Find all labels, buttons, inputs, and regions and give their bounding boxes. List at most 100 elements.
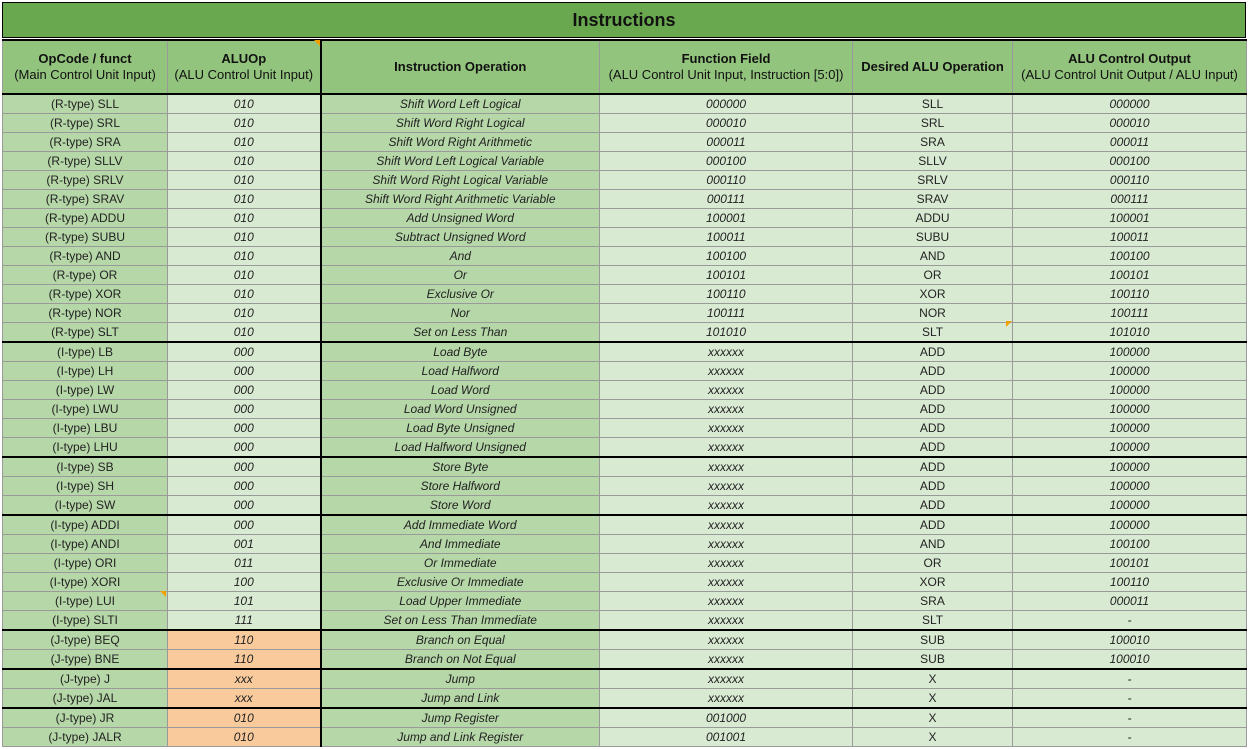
cell-aluop[interactable]: 010 (167, 707, 322, 728)
cell-desired-alu-operation[interactable]: ADD (852, 456, 1013, 477)
cell-aluop[interactable]: 001 (167, 534, 322, 554)
cell-instruction-operation[interactable]: Jump (320, 668, 600, 689)
cell-aluop[interactable]: 010 (167, 93, 322, 114)
cell-desired-alu-operation[interactable]: SLT (852, 322, 1013, 343)
header-function-field[interactable]: Function Field (ALU Control Unit Input, … (599, 39, 853, 95)
cell-instruction-operation[interactable]: Store Halfword (320, 476, 600, 496)
cell-alu-control-output[interactable]: 101010 (1012, 322, 1247, 343)
cell-alu-control-output[interactable]: 100011 (1012, 227, 1247, 247)
cell-aluop[interactable]: 010 (167, 208, 322, 228)
cell-function-field[interactable]: xxxxxx (599, 553, 853, 573)
header-alu-control-output[interactable]: ALU Control Output (ALU Control Unit Out… (1012, 39, 1247, 95)
cell-aluop[interactable]: 000 (167, 456, 322, 477)
cell-desired-alu-operation[interactable]: ADD (852, 437, 1013, 458)
cell-function-field[interactable]: xxxxxx (599, 380, 853, 400)
cell-instruction-operation[interactable]: Branch on Not Equal (320, 649, 600, 670)
cell-opcode[interactable]: (R-type) OR (2, 265, 168, 285)
cell-alu-control-output[interactable]: 100010 (1012, 649, 1247, 670)
cell-instruction-operation[interactable]: Load Word (320, 380, 600, 400)
cell-opcode[interactable]: (R-type) SLL (2, 93, 168, 114)
cell-opcode[interactable]: (R-type) NOR (2, 303, 168, 323)
cell-opcode[interactable]: (J-type) J (2, 668, 168, 689)
cell-alu-control-output[interactable]: 100000 (1012, 437, 1247, 458)
cell-desired-alu-operation[interactable]: SUB (852, 649, 1013, 670)
cell-function-field[interactable]: 000100 (599, 151, 853, 171)
cell-instruction-operation[interactable]: And (320, 246, 600, 266)
cell-opcode[interactable]: (I-type) LB (2, 341, 168, 362)
cell-alu-control-output[interactable]: 000100 (1012, 151, 1247, 171)
cell-desired-alu-operation[interactable]: AND (852, 246, 1013, 266)
cell-function-field[interactable]: xxxxxx (599, 591, 853, 611)
cell-alu-control-output[interactable]: 100110 (1012, 572, 1247, 592)
cell-opcode[interactable]: (I-type) SH (2, 476, 168, 496)
cell-desired-alu-operation[interactable]: SLLV (852, 151, 1013, 171)
cell-aluop[interactable]: 000 (167, 437, 322, 458)
cell-opcode[interactable]: (R-type) ADDU (2, 208, 168, 228)
cell-aluop[interactable]: 010 (167, 246, 322, 266)
cell-desired-alu-operation[interactable]: ADD (852, 418, 1013, 438)
cell-instruction-operation[interactable]: Branch on Equal (320, 629, 600, 650)
header-instruction-operation[interactable]: Instruction Operation (320, 39, 600, 95)
comment-indicator-icon[interactable] (314, 40, 320, 46)
cell-aluop[interactable]: 110 (167, 629, 322, 650)
cell-instruction-operation[interactable]: Load Halfword (320, 361, 600, 381)
cell-desired-alu-operation[interactable]: SLT (852, 610, 1013, 631)
cell-instruction-operation[interactable]: Jump and Link (320, 688, 600, 709)
cell-opcode[interactable]: (I-type) LBU (2, 418, 168, 438)
cell-aluop[interactable]: 000 (167, 380, 322, 400)
cell-alu-control-output[interactable]: 000111 (1012, 189, 1247, 209)
cell-desired-alu-operation[interactable]: XOR (852, 572, 1013, 592)
cell-aluop[interactable]: xxx (167, 688, 322, 709)
cell-function-field[interactable]: 001000 (599, 707, 853, 728)
cell-alu-control-output[interactable]: 100000 (1012, 456, 1247, 477)
cell-function-field[interactable]: 100111 (599, 303, 853, 323)
cell-alu-control-output[interactable]: 100000 (1012, 476, 1247, 496)
cell-desired-alu-operation[interactable]: SLL (852, 93, 1013, 114)
cell-opcode[interactable]: (R-type) SLT (2, 322, 168, 343)
cell-alu-control-output[interactable]: 100000 (1012, 380, 1247, 400)
cell-function-field[interactable]: xxxxxx (599, 668, 853, 689)
cell-desired-alu-operation[interactable]: OR (852, 553, 1013, 573)
cell-opcode[interactable]: (I-type) LW (2, 380, 168, 400)
cell-desired-alu-operation[interactable]: NOR (852, 303, 1013, 323)
cell-alu-control-output[interactable]: 000010 (1012, 113, 1247, 133)
cell-opcode[interactable]: (I-type) ORI (2, 553, 168, 573)
cell-alu-control-output[interactable]: 100111 (1012, 303, 1247, 323)
cell-opcode[interactable]: (I-type) LWU (2, 399, 168, 419)
cell-instruction-operation[interactable]: Store Word (320, 495, 600, 516)
cell-function-field[interactable]: xxxxxx (599, 437, 853, 458)
cell-aluop[interactable]: 010 (167, 322, 322, 343)
cell-alu-control-output[interactable]: 100101 (1012, 265, 1247, 285)
cell-aluop[interactable]: 000 (167, 361, 322, 381)
cell-alu-control-output[interactable]: - (1012, 727, 1247, 747)
cell-function-field[interactable]: 100011 (599, 227, 853, 247)
cell-desired-alu-operation[interactable]: ADD (852, 341, 1013, 362)
cell-aluop[interactable]: 000 (167, 514, 322, 535)
comment-indicator-icon[interactable] (160, 591, 166, 597)
cell-function-field[interactable]: 100100 (599, 246, 853, 266)
cell-alu-control-output[interactable]: 100000 (1012, 495, 1247, 516)
cell-desired-alu-operation[interactable]: OR (852, 265, 1013, 285)
cell-desired-alu-operation[interactable]: ADD (852, 514, 1013, 535)
cell-function-field[interactable]: xxxxxx (599, 418, 853, 438)
cell-opcode[interactable]: (I-type) LHU (2, 437, 168, 458)
cell-opcode[interactable]: (I-type) ANDI (2, 534, 168, 554)
cell-desired-alu-operation[interactable]: SRA (852, 132, 1013, 152)
cell-function-field[interactable]: xxxxxx (599, 534, 853, 554)
cell-alu-control-output[interactable]: 000000 (1012, 93, 1247, 114)
cell-alu-control-output[interactable]: - (1012, 707, 1247, 728)
cell-alu-control-output[interactable]: 100100 (1012, 246, 1247, 266)
cell-alu-control-output[interactable]: 100100 (1012, 534, 1247, 554)
cell-instruction-operation[interactable]: Shift Word Left Logical (320, 93, 600, 114)
cell-instruction-operation[interactable]: Add Unsigned Word (320, 208, 600, 228)
cell-desired-alu-operation[interactable]: SRLV (852, 170, 1013, 190)
cell-desired-alu-operation[interactable]: SUB (852, 629, 1013, 650)
cell-function-field[interactable]: 000110 (599, 170, 853, 190)
cell-desired-alu-operation[interactable]: ADD (852, 476, 1013, 496)
cell-opcode[interactable]: (R-type) SRAV (2, 189, 168, 209)
cell-instruction-operation[interactable]: Add Immediate Word (320, 514, 600, 535)
cell-aluop[interactable]: 010 (167, 284, 322, 304)
cell-instruction-operation[interactable]: Shift Word Left Logical Variable (320, 151, 600, 171)
cell-aluop[interactable]: 010 (167, 189, 322, 209)
cell-aluop[interactable]: 000 (167, 399, 322, 419)
